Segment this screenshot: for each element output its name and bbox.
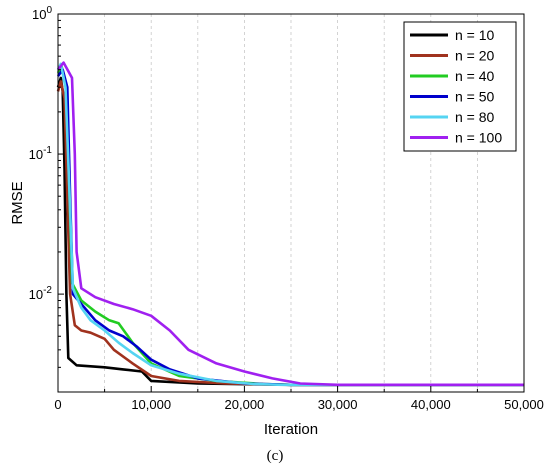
series-line xyxy=(56,62,524,387)
x-axis-label: Iteration xyxy=(264,421,318,438)
x-tick-label: 30,000 xyxy=(318,397,358,412)
series-lines xyxy=(56,61,524,387)
y-tick-label: 10-1 xyxy=(29,145,53,162)
series-line xyxy=(56,76,524,387)
legend-box xyxy=(403,21,517,152)
y-axis-label: RMSE xyxy=(9,181,26,224)
x-tick-label: 10,000 xyxy=(131,397,171,412)
series-line xyxy=(56,61,524,387)
legend: n = 10 n = 20 n = 40 n = 50 n = 80 n = 100 xyxy=(403,21,517,152)
x-tick-label: 40,000 xyxy=(411,397,451,412)
rmse-chart: 0 10,000 20,000 30,000 40,000 50,000 100 10-1 10… xyxy=(9,5,544,438)
y-tick-label: 100 xyxy=(32,5,52,22)
series-line xyxy=(56,80,524,387)
legend-label: n = 80 xyxy=(455,109,495,125)
x-tick-label: 20,000 xyxy=(225,397,265,412)
legend-label: n = 100 xyxy=(455,130,502,146)
axis-ticks: 0 10,000 20,000 30,000 40,000 50,000 100 10-1 10… xyxy=(29,5,544,412)
legend-label: n = 50 xyxy=(455,89,495,105)
x-tick-label: 50,000 xyxy=(504,397,544,412)
legend-label: n = 40 xyxy=(455,68,495,84)
y-tick-label: 10-2 xyxy=(29,285,53,302)
legend-label: n = 10 xyxy=(455,27,495,43)
legend-label: n = 20 xyxy=(455,48,495,64)
figure-caption: (c) xyxy=(266,448,284,464)
x-tick-label: 0 xyxy=(54,397,61,412)
